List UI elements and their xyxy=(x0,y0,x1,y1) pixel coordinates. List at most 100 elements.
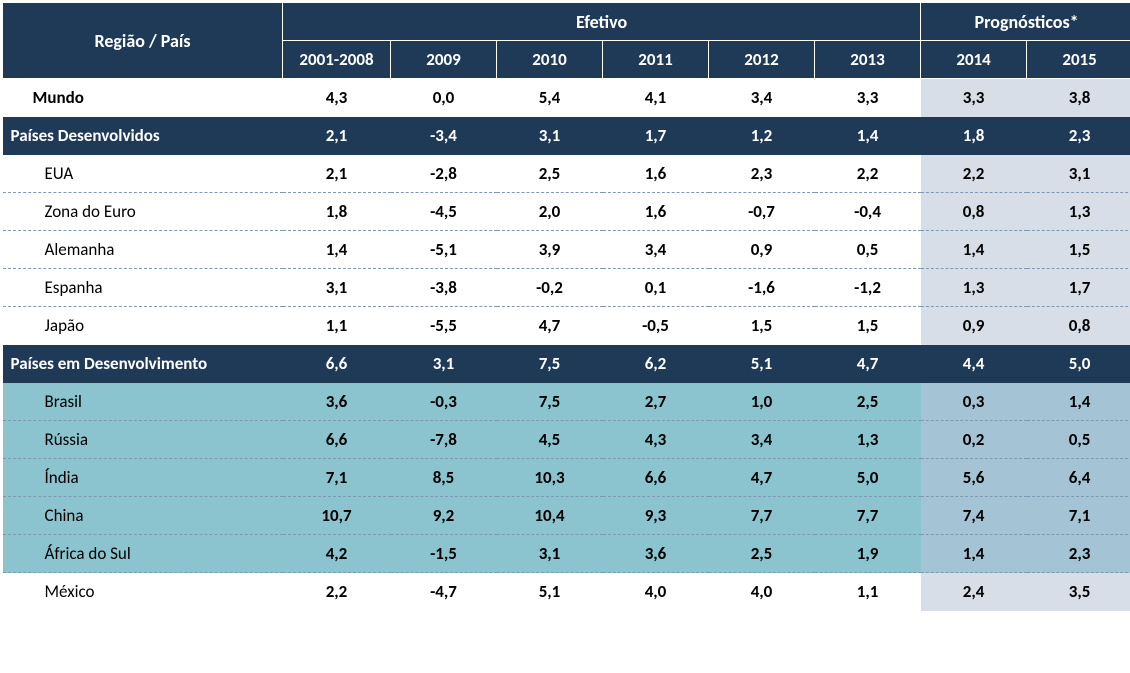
value-cell-prog: 1,8 xyxy=(921,117,1027,155)
row-label: Países Desenvolvidos xyxy=(3,117,283,155)
value-cell: 4,7 xyxy=(815,345,921,383)
table-row: Espanha3,1-3,8-0,20,1-1,6-1,21,31,7 xyxy=(3,269,1130,307)
value-cell-prog: 3,3 xyxy=(921,79,1027,117)
value-cell: 4,3 xyxy=(603,421,709,459)
value-cell: 5,1 xyxy=(497,573,603,611)
value-cell: 4,7 xyxy=(497,307,603,345)
value-cell: 0,0 xyxy=(391,79,497,117)
value-cell-prog: 2,2 xyxy=(921,155,1027,193)
value-cell: 1,6 xyxy=(603,193,709,231)
value-cell: 2,1 xyxy=(283,117,391,155)
value-cell-prog: 5,0 xyxy=(1027,345,1130,383)
value-cell: 4,7 xyxy=(709,459,815,497)
row-label: África do Sul xyxy=(3,535,283,573)
value-cell: 3,4 xyxy=(709,421,815,459)
value-cell: 3,6 xyxy=(283,383,391,421)
value-cell: 9,3 xyxy=(603,497,709,535)
value-cell: 1,8 xyxy=(283,193,391,231)
value-cell: 4,2 xyxy=(283,535,391,573)
value-cell: 4,1 xyxy=(603,79,709,117)
value-cell-prog: 0,9 xyxy=(921,307,1027,345)
value-cell: 2,2 xyxy=(283,573,391,611)
value-cell: 10,3 xyxy=(497,459,603,497)
value-cell: 3,3 xyxy=(815,79,921,117)
value-cell: 1,2 xyxy=(709,117,815,155)
value-cell: 10,7 xyxy=(283,497,391,535)
value-cell: 2,7 xyxy=(603,383,709,421)
value-cell: 1,6 xyxy=(603,155,709,193)
header-prognosticos: Prognósticos* xyxy=(921,3,1130,41)
value-cell: 7,5 xyxy=(497,383,603,421)
row-label: Zona do Euro xyxy=(3,193,283,231)
value-cell-prog: 0,8 xyxy=(1027,307,1130,345)
value-cell: 4,0 xyxy=(603,573,709,611)
value-cell-prog: 1,3 xyxy=(921,269,1027,307)
value-cell-prog: 7,1 xyxy=(1027,497,1130,535)
value-cell-prog: 2,3 xyxy=(1027,535,1130,573)
value-cell: -7,8 xyxy=(391,421,497,459)
value-cell-prog: 1,4 xyxy=(921,535,1027,573)
value-cell: 1,1 xyxy=(815,573,921,611)
row-label: Rússia xyxy=(3,421,283,459)
value-cell: 5,4 xyxy=(497,79,603,117)
value-cell: 2,2 xyxy=(815,155,921,193)
value-cell: 7,7 xyxy=(815,497,921,535)
value-cell: 7,5 xyxy=(497,345,603,383)
value-cell: 1,5 xyxy=(709,307,815,345)
value-cell: -0,4 xyxy=(815,193,921,231)
table-row: Países Desenvolvidos2,1-3,43,11,71,21,41… xyxy=(3,117,1130,155)
value-cell-prog: 0,2 xyxy=(921,421,1027,459)
table-row: Rússia6,6-7,84,54,33,41,30,20,5 xyxy=(3,421,1130,459)
value-cell-prog: 3,8 xyxy=(1027,79,1130,117)
row-label: Brasil xyxy=(3,383,283,421)
header-year: 2001-2008 xyxy=(283,41,391,79)
value-cell: -4,5 xyxy=(391,193,497,231)
header-region: Região / País xyxy=(3,3,283,79)
value-cell-prog: 0,5 xyxy=(1027,421,1130,459)
row-label: China xyxy=(3,497,283,535)
table-row: China10,79,210,49,37,77,77,47,1 xyxy=(3,497,1130,535)
header-year: 2009 xyxy=(391,41,497,79)
value-cell-prog: 5,6 xyxy=(921,459,1027,497)
header-year: 2011 xyxy=(603,41,709,79)
value-cell: -0,3 xyxy=(391,383,497,421)
value-cell: 1,7 xyxy=(603,117,709,155)
table-row: Japão1,1-5,54,7-0,51,51,50,90,8 xyxy=(3,307,1130,345)
row-label: México xyxy=(3,573,283,611)
table-row: EUA2,1-2,82,51,62,32,22,23,1 xyxy=(3,155,1130,193)
value-cell: 3,4 xyxy=(603,231,709,269)
value-cell: 1,3 xyxy=(815,421,921,459)
row-label: Alemanha xyxy=(3,231,283,269)
value-cell-prog: 0,3 xyxy=(921,383,1027,421)
value-cell: 3,6 xyxy=(603,535,709,573)
row-label: Japão xyxy=(3,307,283,345)
header-year: 2013 xyxy=(815,41,921,79)
value-cell: 1,4 xyxy=(815,117,921,155)
row-label: Mundo xyxy=(3,79,283,117)
value-cell-prog: 2,4 xyxy=(921,573,1027,611)
value-cell-prog: 1,5 xyxy=(1027,231,1130,269)
table-row: Mundo4,30,05,44,13,43,33,33,8 xyxy=(3,79,1130,117)
header-year: 2012 xyxy=(709,41,815,79)
gdp-growth-table: Região / País Efetivo Prognósticos* 2001… xyxy=(2,2,1130,611)
table-row: Índia7,18,510,36,64,75,05,66,4 xyxy=(3,459,1130,497)
value-cell: 2,5 xyxy=(709,535,815,573)
row-label: EUA xyxy=(3,155,283,193)
value-cell: 3,1 xyxy=(497,535,603,573)
table-row: México2,2-4,75,14,04,01,12,43,5 xyxy=(3,573,1130,611)
header-year: 2010 xyxy=(497,41,603,79)
value-cell-prog: 0,8 xyxy=(921,193,1027,231)
value-cell: 1,5 xyxy=(815,307,921,345)
header-year: 2015 xyxy=(1027,41,1130,79)
value-cell-prog: 1,4 xyxy=(921,231,1027,269)
header-year: 2014 xyxy=(921,41,1027,79)
value-cell: 6,6 xyxy=(283,421,391,459)
table-row: Alemanha1,4-5,13,93,40,90,51,41,5 xyxy=(3,231,1130,269)
value-cell: -0,5 xyxy=(603,307,709,345)
value-cell: -3,4 xyxy=(391,117,497,155)
value-cell: 2,5 xyxy=(815,383,921,421)
table-row: Brasil3,6-0,37,52,71,02,50,31,4 xyxy=(3,383,1130,421)
value-cell: 4,0 xyxy=(709,573,815,611)
value-cell-prog: 6,4 xyxy=(1027,459,1130,497)
value-cell: 1,9 xyxy=(815,535,921,573)
